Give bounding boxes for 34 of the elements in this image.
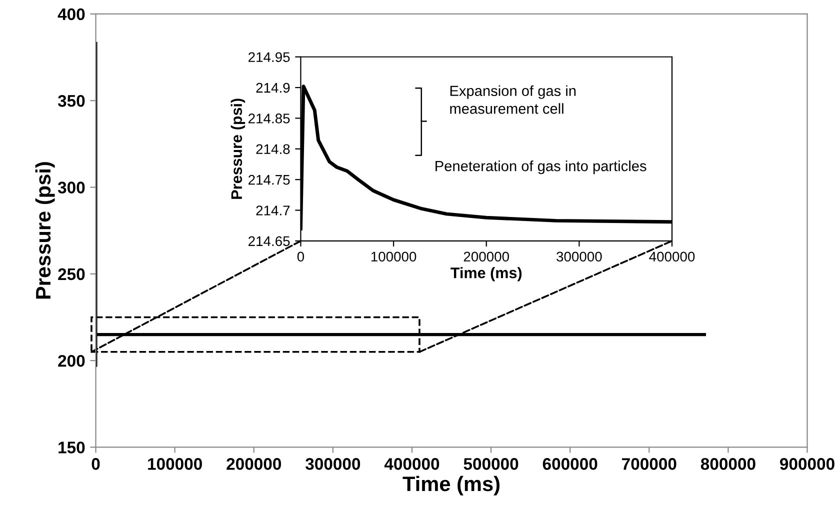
x-tick-label: 300000 xyxy=(556,252,602,262)
y-tick-label: 214.65 xyxy=(248,236,290,246)
x-tick-label: 800000 xyxy=(700,458,756,470)
x-tick-label: 100000 xyxy=(371,252,416,262)
y-tick-label: 214.8 xyxy=(256,144,290,154)
x-tick-label: 0 xyxy=(297,252,304,262)
annotation: Expansion of gas in measurement cell xyxy=(450,85,576,114)
x-tick-label: 500000 xyxy=(464,458,518,470)
x-tick-label: 0 xyxy=(92,458,100,470)
x-axis-title: Time (ms) xyxy=(450,267,522,282)
y-tick-label: 214.95 xyxy=(248,52,290,62)
x-tick-label: 700000 xyxy=(622,458,676,470)
y-tick-label: 300 xyxy=(58,182,85,194)
x-tick-label: 400000 xyxy=(384,458,440,470)
y-tick-label: 214.85 xyxy=(248,114,290,124)
y-tick-label: 214.7 xyxy=(256,206,290,216)
x-tick-label: 200000 xyxy=(464,252,509,262)
y-axis-title: Pressure (psi) xyxy=(230,98,246,199)
annotation: Peneteration of gas into particles xyxy=(436,160,646,174)
x-tick-label: 400000 xyxy=(649,252,695,262)
y-tick-label: 350 xyxy=(58,95,85,107)
y-axis-title: Pressure (psi) xyxy=(35,162,55,299)
y-tick-label: 150 xyxy=(58,442,85,454)
x-tick-label: 300000 xyxy=(306,458,360,470)
x-tick-label: 200000 xyxy=(226,458,281,470)
y-tick-label: 200 xyxy=(58,354,85,367)
x-axis-title: Time (ms) xyxy=(402,476,500,496)
x-tick-label: 100000 xyxy=(148,458,202,470)
x-tick-label: 600000 xyxy=(542,458,598,470)
x-tick-label: 900000 xyxy=(780,458,834,470)
y-tick-label: 400 xyxy=(58,8,85,20)
y-tick-label: 214.9 xyxy=(256,82,290,93)
y-tick-label: 250 xyxy=(58,268,85,280)
y-tick-label: 214.75 xyxy=(248,174,290,185)
